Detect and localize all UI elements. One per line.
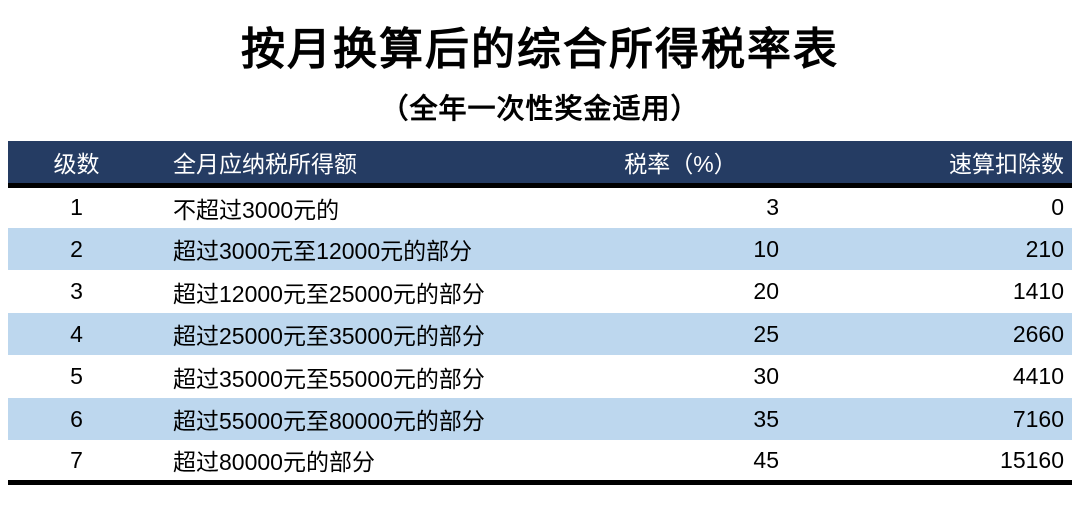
cell-income: 超过80000元的部分 bbox=[173, 449, 375, 476]
table-header-row: 级数 全月应纳税所得额 税率（%） 速算扣除数 bbox=[8, 141, 1072, 186]
cell-deduction: 4410 bbox=[1012, 363, 1064, 390]
cell-income: 超过3000元至12000元的部分 bbox=[173, 238, 473, 265]
table-row: 6 超过55000元至80000元的部分 35 7160 bbox=[8, 397, 1072, 441]
table-row: 5 超过35000元至55000元的部分 30 4410 bbox=[8, 355, 1072, 398]
cell-level: 2 bbox=[70, 235, 83, 262]
cell-income: 超过35000元至55000元的部分 bbox=[173, 365, 485, 392]
cell-deduction: 1410 bbox=[1012, 278, 1064, 305]
cell-income: 超过25000元至35000元的部分 bbox=[173, 323, 485, 350]
cell-level: 7 bbox=[70, 446, 83, 473]
cell-rate: 35 bbox=[753, 405, 779, 432]
table-row: 4 超过25000元至35000元的部分 25 2660 bbox=[8, 312, 1072, 356]
cell-deduction: 2660 bbox=[1012, 320, 1064, 347]
table-row: 7 超过80000元的部分 45 15160 bbox=[8, 440, 1072, 483]
cell-deduction: 7160 bbox=[1012, 405, 1064, 432]
cell-income: 超过12000元至25000元的部分 bbox=[173, 280, 485, 307]
col-header-deduction: 速算扣除数 bbox=[949, 151, 1064, 178]
col-header-rate: 税率（%） bbox=[624, 151, 737, 178]
cell-rate: 3 bbox=[766, 194, 779, 221]
cell-level: 5 bbox=[70, 363, 83, 390]
page-title: 按月换算后的综合所得税率表 bbox=[241, 25, 839, 74]
cell-deduction: 15160 bbox=[1000, 446, 1064, 473]
cell-rate: 30 bbox=[753, 363, 779, 390]
cell-income: 不超过3000元的 bbox=[173, 196, 340, 223]
page: 按月换算后的综合所得税率表 （全年一次性奖金适用） 级数 全月应纳税所得额 税率… bbox=[0, 20, 1080, 523]
table-row: 2 超过3000元至12000元的部分 10 210 bbox=[8, 227, 1072, 271]
tax-rate-table: 级数 全月应纳税所得额 税率（%） 速算扣除数 1 不超过3000元的 3 0 2 超过3… bbox=[8, 141, 1072, 486]
col-header-income: 全月应纳税所得额 bbox=[173, 151, 357, 178]
table-row: 1 不超过3000元的 3 0 bbox=[8, 185, 1072, 228]
cell-rate: 25 bbox=[753, 320, 779, 347]
cell-rate: 20 bbox=[753, 278, 779, 305]
cell-level: 6 bbox=[70, 405, 83, 432]
col-header-level: 级数 bbox=[53, 151, 100, 178]
cell-rate: 10 bbox=[753, 235, 779, 262]
table-row: 3 超过12000元至25000元的部分 20 1410 bbox=[8, 270, 1072, 313]
cell-rate: 45 bbox=[753, 446, 779, 473]
cell-income: 超过55000元至80000元的部分 bbox=[173, 408, 485, 435]
cell-level: 1 bbox=[70, 194, 83, 221]
cell-deduction: 210 bbox=[1025, 235, 1064, 262]
cell-level: 3 bbox=[70, 278, 83, 305]
page-subtitle: （全年一次性奖金适用） bbox=[380, 93, 700, 125]
cell-level: 4 bbox=[70, 320, 83, 347]
cell-deduction: 0 bbox=[1051, 194, 1064, 221]
